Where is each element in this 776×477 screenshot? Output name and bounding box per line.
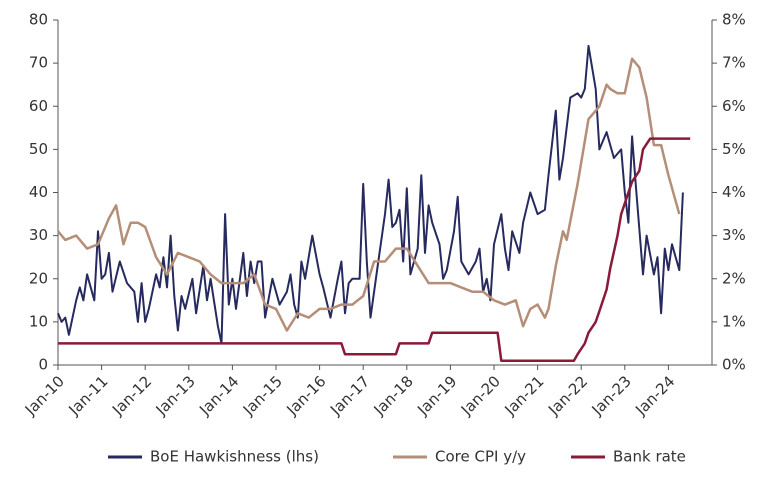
y-tick-label: 80 xyxy=(29,11,48,29)
legend-label: Bank rate xyxy=(613,448,686,466)
y-tick-label: 50 xyxy=(29,140,48,158)
x-tick-label: Jan-17 xyxy=(326,372,373,419)
y-tick-label: 10 xyxy=(29,312,48,330)
y-tick-label: 70 xyxy=(29,54,48,72)
y2-tick-label: 8% xyxy=(722,11,746,29)
y2-tick-label: 7% xyxy=(722,54,746,72)
series-line xyxy=(58,137,691,362)
legend-label: Core CPI y/y xyxy=(435,448,526,466)
x-tick-label: Jan-13 xyxy=(152,372,199,419)
x-tick-label: Jan-20 xyxy=(457,372,504,419)
series-line xyxy=(57,44,684,345)
y2-tick-label: 3% xyxy=(722,226,746,244)
y-tick-label: 40 xyxy=(29,183,48,201)
y-tick-label: 30 xyxy=(29,226,48,244)
y2-tick-label: 0% xyxy=(722,356,746,374)
series-line xyxy=(57,57,681,332)
y2-tick-label: 2% xyxy=(722,269,746,287)
y2-tick-label: 1% xyxy=(722,312,746,330)
x-tick-label: Jan-24 xyxy=(631,372,678,419)
y-tick-label: 60 xyxy=(29,97,48,115)
x-tick-label: Jan-11 xyxy=(64,372,111,419)
x-tick-label: Jan-12 xyxy=(108,372,155,419)
x-tick-label: Jan-21 xyxy=(500,372,547,419)
x-tick-label: Jan-19 xyxy=(413,372,460,419)
x-tick-label: Jan-10 xyxy=(21,372,68,419)
x-tick-label: Jan-16 xyxy=(282,372,329,419)
y2-tick-label: 5% xyxy=(722,140,746,158)
x-tick-label: Jan-14 xyxy=(195,372,242,419)
x-tick-label: Jan-23 xyxy=(588,372,635,419)
y2-tick-label: 6% xyxy=(722,97,746,115)
legend-label: BoE Hawkishness (lhs) xyxy=(150,448,319,466)
x-tick-label: Jan-15 xyxy=(239,372,286,419)
y-tick-label: 0 xyxy=(38,356,48,374)
y2-tick-label: 4% xyxy=(722,183,746,201)
x-tick-label: Jan-22 xyxy=(544,372,591,419)
x-tick-label: Jan-18 xyxy=(370,372,417,419)
y-tick-label: 20 xyxy=(29,269,48,287)
